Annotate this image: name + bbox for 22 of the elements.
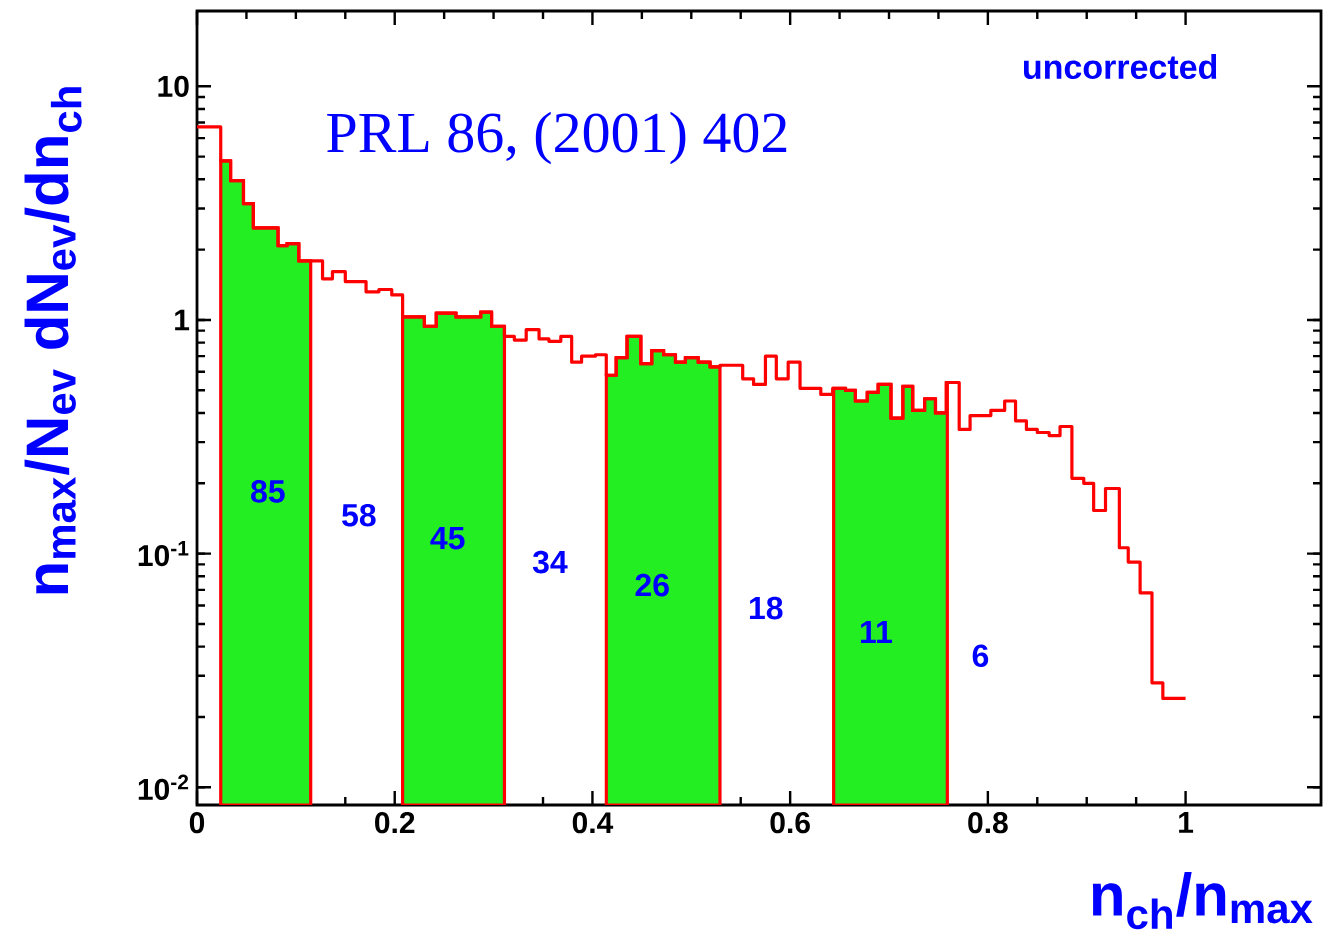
annotation: 11 bbox=[861, 620, 892, 643]
annotation: 34 bbox=[532, 550, 568, 574]
y-tick-label: 10 bbox=[158, 75, 189, 97]
y-tick-label: 10$^{-1}$ bbox=[138, 541, 189, 567]
annotation: PRL 86, (2001) 402 bbox=[327, 111, 787, 165]
y-axis-title: n$_{max}$/N$_{ev}$ dN$_{ev}$/dn$_{ch}$ bbox=[24, 87, 82, 594]
annotation: 26 bbox=[635, 573, 669, 597]
x-tick-label: 0.2 bbox=[375, 812, 415, 834]
x-tick-label: 0.6 bbox=[770, 812, 810, 834]
annotation: uncorrected bbox=[1024, 54, 1217, 80]
x-tick-label: 0.8 bbox=[968, 812, 1008, 834]
annotation: 18 bbox=[749, 596, 783, 620]
annotation: 85 bbox=[251, 480, 285, 503]
annotation: 6 bbox=[972, 644, 989, 668]
x-tick-label: 0.4 bbox=[572, 812, 614, 834]
x-tick-label: 0 bbox=[189, 812, 205, 834]
annotation: 58 bbox=[342, 503, 376, 527]
y-tick-label: 1 bbox=[175, 309, 190, 331]
y-tick-label: 10$^{-2}$ bbox=[138, 774, 189, 800]
annotation: 45 bbox=[430, 527, 465, 550]
x-tick-label: 1 bbox=[1179, 812, 1194, 833]
x-axis-title: n$_{ch}$/n$_{max}$ bbox=[1092, 872, 1313, 930]
